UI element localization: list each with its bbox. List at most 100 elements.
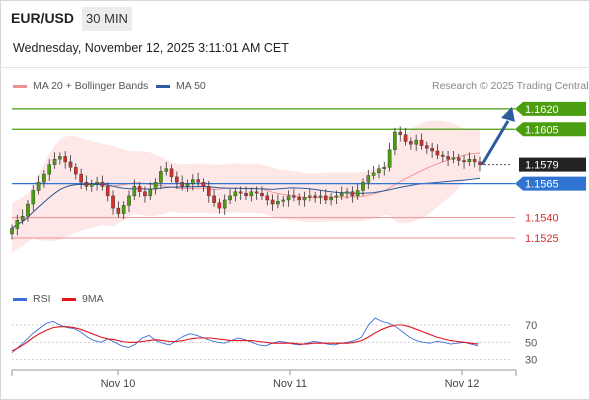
candle-body [79,173,83,183]
last-price-label: 1.1579 [525,160,559,172]
candle-body [308,195,312,198]
candle-body [42,173,46,183]
candle-body [254,191,259,194]
rsi-ma-line [11,324,479,352]
candle-body [206,186,211,197]
candle-body [265,195,270,201]
candle-body [180,182,184,187]
ma50-label: MA 50 [176,80,206,92]
candle-body [292,195,296,198]
candle-body [100,182,105,187]
candle-body [350,191,355,197]
candle-body [366,175,371,183]
candle-body [84,182,89,187]
candle-body [26,203,30,217]
candle-body [169,168,174,178]
candle-body [36,182,41,191]
pivot-tag-1.1565 [515,176,586,191]
candle-body [105,186,110,197]
candle-body [435,150,440,156]
candle-body [382,167,387,169]
candle-body [15,220,20,229]
candle-body [270,199,275,205]
candle-body [345,191,349,194]
legend-ma50: MA 50 [156,80,206,92]
candle-body [201,182,206,187]
resistance-label-1.1605: 1.1605 [525,124,559,136]
candle-body [446,156,450,160]
candle-body [143,191,147,197]
bollinger-swatch [13,84,27,88]
candle-body [148,188,153,197]
candle-body [196,179,200,183]
candle-body [387,149,392,168]
x-tick-label-nov-10: Nov 10 [101,378,136,390]
legend-rsi: RSI [13,293,51,305]
projection-arrow-shaft [480,120,510,166]
candle-body [217,202,222,209]
candle-body [440,154,445,157]
candle-body [74,167,78,175]
resistance-label-1.1620: 1.1620 [525,104,559,116]
candle-body [281,199,286,202]
rsi-tick-30: 30 [525,355,537,367]
candle-body [68,161,73,168]
rsi-ma-label: 9MA [82,293,104,305]
candle-body [334,195,339,198]
credit-text: Research © 2025 Trading Central [432,80,589,92]
candle-body [419,139,424,146]
resistance-tag-1.1620 [515,101,586,116]
x-tick-label-nov-12: Nov 12 [445,378,480,390]
candle-body [414,139,418,145]
candle-body [111,195,115,209]
candle-body [132,186,137,197]
candle-body [403,134,408,142]
header-divider [0,67,590,68]
candle-body [377,168,381,173]
candle-body [339,192,344,197]
candle-body [425,145,429,149]
candle-body [409,141,413,145]
candle-body [153,182,158,190]
resistance-tag-1.1605 [515,122,586,137]
candle-body [329,197,333,201]
candle-body [95,182,99,184]
candle-body [355,190,360,197]
timestamp: Wednesday, November 12, 2025 3:11:01 AM … [13,41,289,55]
candle-body [127,195,131,206]
rsi-swatch [13,297,27,301]
candle-body [456,157,461,161]
candle-body [472,158,477,163]
candle-body [238,191,243,194]
candle-body [393,131,397,150]
legend-rsi-ma: 9MA [62,293,104,305]
last-price-tag [519,157,586,172]
candle-body [58,156,62,160]
candle-body [137,186,142,192]
candle-body [47,164,52,175]
candle-body [159,171,163,183]
candle-body [398,131,403,135]
candle-body [89,183,94,187]
candle-body [451,157,456,160]
symbol-title: EUR/USD [11,10,75,26]
candle-body [212,195,216,203]
candle-body [52,158,57,165]
candle-body [244,192,248,197]
candle-body [228,195,232,201]
rsi-tick-50: 50 [525,337,537,349]
projection-arrow-head [501,106,515,122]
candle-body [233,191,238,197]
timeframe-badge[interactable]: 30 MIN [82,7,132,31]
candle-body [462,160,466,163]
rsi-ma-swatch [62,297,76,301]
x-tick-label-nov-11: Nov 11 [273,378,307,390]
candle-body [318,195,323,198]
legend-bollinger: MA 20 + Bollinger Bands [13,80,148,92]
support-label-1.1540: 1.1540 [525,213,559,225]
pivot-label-1.1565: 1.1565 [525,179,559,191]
candle-body [313,195,317,198]
support-label-1.1525: 1.1525 [525,233,559,245]
candle-body [371,172,376,176]
